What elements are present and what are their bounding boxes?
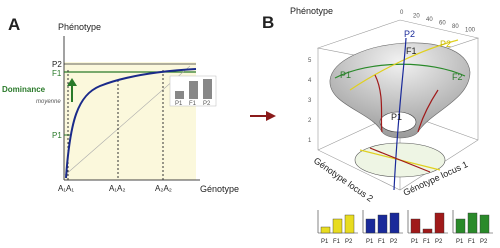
tick-label: 20 xyxy=(413,14,420,20)
bar-label: P2 xyxy=(435,239,443,245)
bar-label: P1 xyxy=(366,239,374,245)
bar xyxy=(377,214,388,234)
arrow-head xyxy=(67,78,77,86)
curve-label: F2 xyxy=(452,72,463,82)
axis-label: Phénotype xyxy=(290,6,333,16)
axis-label: Phénotype xyxy=(58,22,101,32)
curve-label: F1 xyxy=(406,46,417,56)
curve xyxy=(393,37,407,191)
bar xyxy=(422,228,433,234)
inset-label: P2 xyxy=(203,101,211,107)
bar-label: P1 xyxy=(411,239,419,245)
bar-label: F1 xyxy=(468,239,476,245)
inset-label: P1 xyxy=(175,101,183,107)
bar-label: P2 xyxy=(390,239,398,245)
tick-label: 40 xyxy=(426,17,433,23)
curve xyxy=(334,63,466,79)
genotype-label: A₁A₂ xyxy=(109,184,125,193)
level-label: P1 xyxy=(52,131,62,140)
tick-label: 80 xyxy=(452,24,459,30)
tick-label: 5 xyxy=(308,58,312,64)
curve-label: P2 xyxy=(440,39,451,49)
bar xyxy=(455,218,466,234)
level-label: F1 xyxy=(52,69,62,78)
panel-letter: A xyxy=(8,15,20,34)
tick-label: 3 xyxy=(308,98,312,104)
inset-bar xyxy=(203,79,212,99)
curve xyxy=(65,68,197,179)
bar xyxy=(410,218,421,234)
level-label: P2 xyxy=(52,60,62,69)
tick-label: 60 xyxy=(439,21,446,27)
arrow-head xyxy=(266,111,276,121)
bar xyxy=(434,212,445,234)
bar-label: P1 xyxy=(456,239,464,245)
inset-bar xyxy=(189,81,198,99)
bar xyxy=(479,214,490,234)
bar xyxy=(332,218,343,234)
bar-label: P2 xyxy=(345,239,353,245)
bar xyxy=(320,226,331,234)
inset-label: F1 xyxy=(189,101,197,107)
bar-label: F1 xyxy=(378,239,386,245)
tick-label: 0 xyxy=(400,10,404,16)
tick-label: 1 xyxy=(308,138,312,144)
panel-b: B Phénotype P2 P2 F1 P1 F2 P1 Génotype l… xyxy=(262,6,493,245)
inset-bar xyxy=(175,91,184,99)
bar-label: F1 xyxy=(423,239,431,245)
bar-label: P1 xyxy=(321,239,329,245)
dominance-label: Dominance xyxy=(2,85,46,94)
curve-label: P2 xyxy=(404,29,415,39)
tick-label: 4 xyxy=(308,78,312,84)
genotype-label: A₁A₁ xyxy=(58,184,74,193)
bar xyxy=(344,214,355,234)
panel-a: A Phénotype P2 F1 P1 Dominance moyenne A… xyxy=(2,15,239,194)
panel-letter: B xyxy=(262,13,274,32)
curve xyxy=(369,74,439,173)
bar xyxy=(389,212,400,234)
bar xyxy=(467,212,478,234)
bar-label: F1 xyxy=(333,239,341,245)
mean-line xyxy=(63,65,191,177)
tick-label: 2 xyxy=(308,118,312,124)
genotype-label: A₂A₂ xyxy=(155,184,172,193)
axis-label: Génotype xyxy=(200,184,239,194)
bar-label: P2 xyxy=(480,239,488,245)
tick-label: 100 xyxy=(465,28,476,34)
curve-label: P1 xyxy=(340,70,351,80)
bar xyxy=(365,218,376,234)
mean-label: moyenne xyxy=(36,99,61,105)
base-label: P1 xyxy=(391,112,402,122)
